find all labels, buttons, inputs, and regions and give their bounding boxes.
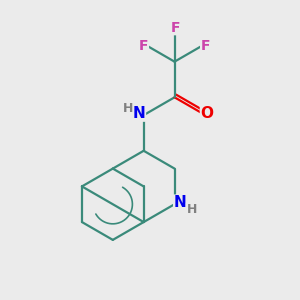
Text: H: H xyxy=(186,203,197,216)
Text: N: N xyxy=(133,106,146,121)
Text: O: O xyxy=(200,106,214,121)
Text: F: F xyxy=(201,39,210,53)
Text: F: F xyxy=(139,39,148,53)
Text: N: N xyxy=(174,195,187,210)
Text: H: H xyxy=(123,102,134,115)
Text: F: F xyxy=(170,21,180,35)
